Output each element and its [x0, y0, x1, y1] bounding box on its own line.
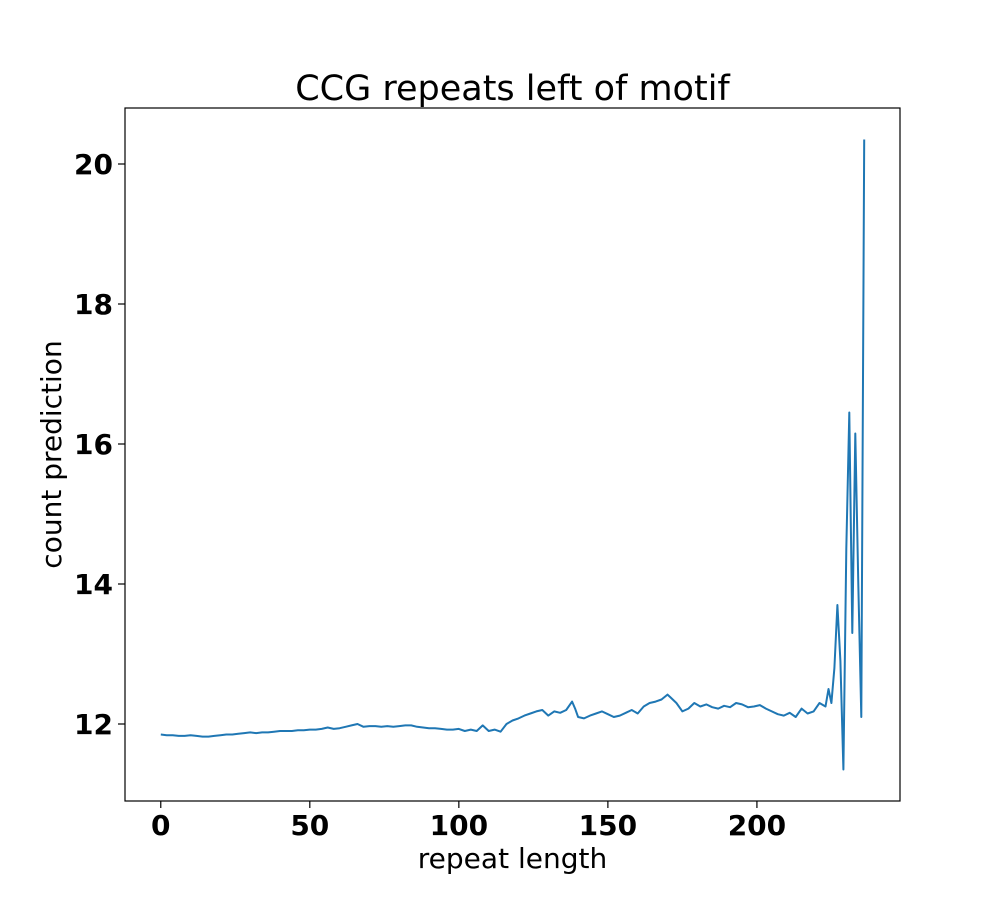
series-lines [160, 139, 866, 771]
chart-title: CCG repeats left of motif [295, 69, 730, 109]
x-axis-label: repeat length [418, 842, 607, 875]
y-tick-label: 20 [74, 148, 113, 181]
x-tick-label: 200 [728, 809, 786, 842]
y-axis-ticks: 12 14 16 18 20 [74, 148, 125, 741]
x-tick-label: 150 [579, 809, 637, 842]
y-tick-label: 18 [74, 288, 113, 321]
x-tick-label: 50 [290, 809, 329, 842]
x-tick-label: 0 [151, 809, 170, 842]
y-tick-label: 16 [74, 428, 113, 461]
y-axis-label: count prediction [35, 340, 68, 568]
plot-area: 0 50 100 150 200 12 14 16 18 20 [74, 107, 901, 842]
y-tick-label: 14 [74, 568, 113, 601]
series-line [160, 139, 866, 771]
x-tick-label: 100 [430, 809, 488, 842]
y-tick-label: 12 [74, 708, 113, 741]
plot-frame [124, 107, 901, 802]
x-axis-ticks: 0 50 100 150 200 [151, 801, 786, 842]
